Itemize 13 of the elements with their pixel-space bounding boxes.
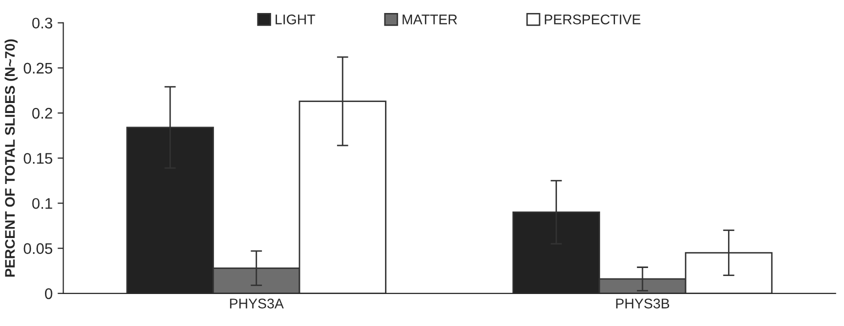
- y-tick-label: 0.3: [32, 18, 52, 29]
- y-tick-label: 0.1: [32, 198, 52, 209]
- y-tick-label: 0: [44, 288, 52, 300]
- legend-label: LIGHT: [276, 14, 316, 24]
- legend-label: PERSPECTIVE: [544, 14, 640, 24]
- y-tick-label: 0.25: [24, 62, 52, 74]
- x-tick-label: PHYS3B: [616, 298, 670, 308]
- y-tick-label: 0.2: [32, 108, 52, 119]
- x-tick-label: PHYS3A: [230, 298, 284, 308]
- y-tick-label: 0.05: [24, 243, 52, 254]
- y-axis-title: PERCENT OF TOTAL SLIDES (N~70): [4, 39, 18, 277]
- y-tick-label: 0.15: [24, 152, 52, 164]
- legend-label: MATTER: [402, 14, 457, 24]
